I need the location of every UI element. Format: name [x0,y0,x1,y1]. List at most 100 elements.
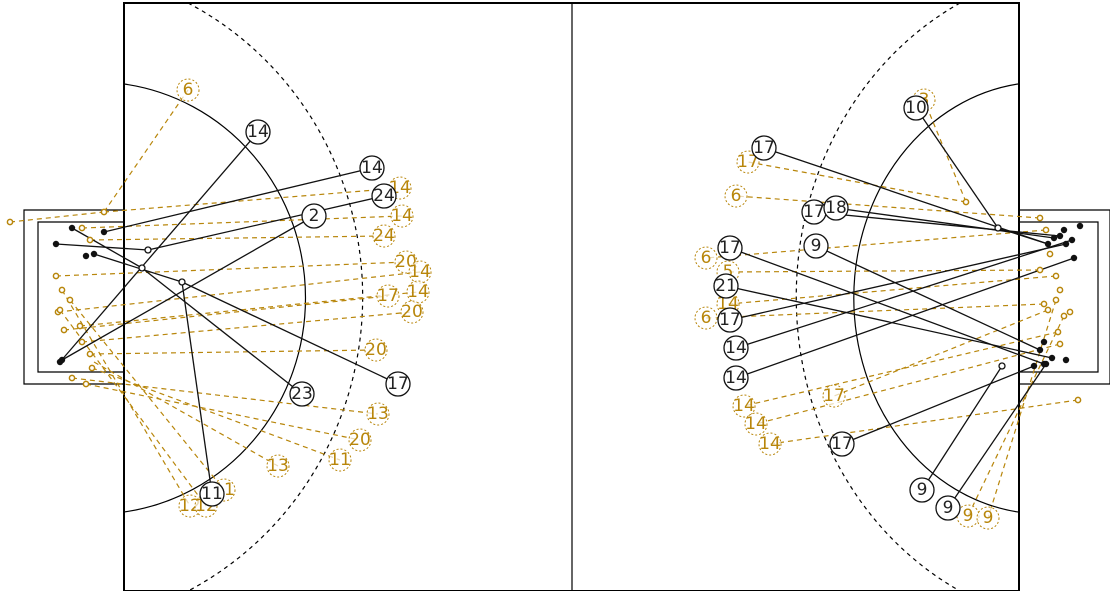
solid-origin-dot [1048,354,1056,362]
dashed-shot-line [55,261,407,277]
dashed-shot-label: 6 [731,186,742,206]
dashed-origin-dot [1046,250,1054,258]
dashed-shot-line [769,399,1079,445]
solid-shot-marker [823,195,849,221]
right-goal-inner [1018,221,1099,373]
dashed-shot-label: 9 [963,506,974,526]
dashed-shot-marker [694,246,718,270]
solid-origin-dot [1044,240,1052,248]
solid-origin-dot [1070,254,1078,262]
dashed-shot-marker [176,78,200,102]
dashed-origin-dot [1054,328,1062,336]
right-goal-box [1018,209,1110,385]
solid-shot-marker [909,477,935,503]
dashed-origin-dot [86,236,94,244]
dashed-origin-dot [1040,300,1048,308]
solid-origin-dot [1060,226,1068,234]
dashed-origin-dot [60,326,68,334]
solid-shot-marker [359,155,385,181]
dashed-origin-dot [6,218,14,226]
dashed-shot-line [833,309,1049,397]
dashed-origin-dot [1056,286,1064,294]
solid-shot-line [815,245,1041,351]
open-origin-dot [144,246,152,254]
dashed-shot-marker [400,300,424,324]
solid-shot-marker [371,183,397,209]
solid-shot-label: 17 [753,138,775,158]
solid-origin-dot [1030,362,1038,370]
dashed-origin-dot [56,306,64,314]
dashed-origin-dot [1074,396,1082,404]
dashed-origin-dot [1036,266,1044,274]
pitch [23,2,1110,591]
dashed-origin-dot [1036,214,1044,222]
right-shots: 1766514617141414993171718917211714141799… [694,88,1084,530]
dashed-shot-line [85,383,361,441]
dashed-shot-label: 6 [701,248,712,268]
solid-shot-line [147,195,385,251]
open-origin-dot [998,362,1006,370]
solid-shot-marker [713,273,739,299]
solid-shot-line [763,147,1049,245]
solid-shot-line [725,285,1053,359]
solid-shot-label: 14 [725,368,747,388]
solid-origin-dot [1042,360,1050,368]
solid-shot-label: 21 [715,276,737,296]
solid-shot-marker [723,335,749,361]
dashed-shot-marker [736,150,760,174]
dashed-shot-label: 14 [391,206,413,226]
solid-shot-line [61,215,315,361]
dashed-origin-dot [78,224,86,232]
solid-origin-dot [1036,346,1044,354]
dashed-origin-dot [1060,312,1068,320]
right-dashed-arc [795,2,961,591]
dashed-shot-line [705,303,1045,319]
dashed-shot-label: 6 [701,308,712,328]
solid-shot-label: 14 [247,122,269,142]
dashed-shot-line [743,331,1059,407]
dashed-origin-dot [100,208,108,216]
dashed-shot-label: 14 [409,262,431,282]
solid-shot-line [735,257,1075,379]
solid-shot-marker [199,481,225,507]
solid-shot-marker [717,235,743,261]
dashed-shot-label: 14 [407,282,429,302]
solid-shot-label: 24 [373,186,395,206]
solid-shot-label: 11 [201,484,223,504]
open-origin-dot [178,278,186,286]
dashed-shot-label: 14 [733,396,755,416]
solid-shot-label: 17 [803,202,825,222]
solid-shot-label: 18 [825,198,847,218]
dashed-shot-line [93,361,279,467]
dashed-shot-line [89,235,385,241]
dashed-shot-line [727,275,1057,305]
solid-shot-line [835,207,1055,239]
left-goal-box [23,209,124,385]
solid-shot-line [947,363,1047,509]
solid-shot-marker [301,203,327,229]
dashed-shot-line [755,343,1061,425]
dashed-shot-line [987,299,1057,519]
dashed-shot-line [967,315,1065,517]
dashed-origin-dot [68,374,76,382]
dashed-shot-marker [822,384,846,408]
solid-origin-dot [1076,222,1084,230]
dashed-shot-label: 17 [823,386,845,406]
dashed-shot-marker [366,402,390,426]
solid-shot-label: 14 [725,338,747,358]
solid-shot-marker [751,135,777,161]
dashed-shot-marker [328,448,352,472]
solid-origin-dot [90,250,98,258]
dashed-shot-line [747,161,967,203]
solid-origin-dot [1050,234,1058,242]
dashed-shot-line [91,367,341,461]
dashed-shot-label: 13 [267,456,289,476]
dashed-shot-label: 20 [401,302,423,322]
dashed-shot-marker [976,506,1000,530]
dashed-origin-dot [82,380,90,388]
dashed-shot-label: 17 [377,286,399,306]
dashed-origin-dot [52,272,60,280]
dashed-shot-line [81,311,413,343]
dashed-origin-dot [1052,296,1060,304]
left-shots: 6141424201417142020132011131112121414242… [6,78,432,518]
